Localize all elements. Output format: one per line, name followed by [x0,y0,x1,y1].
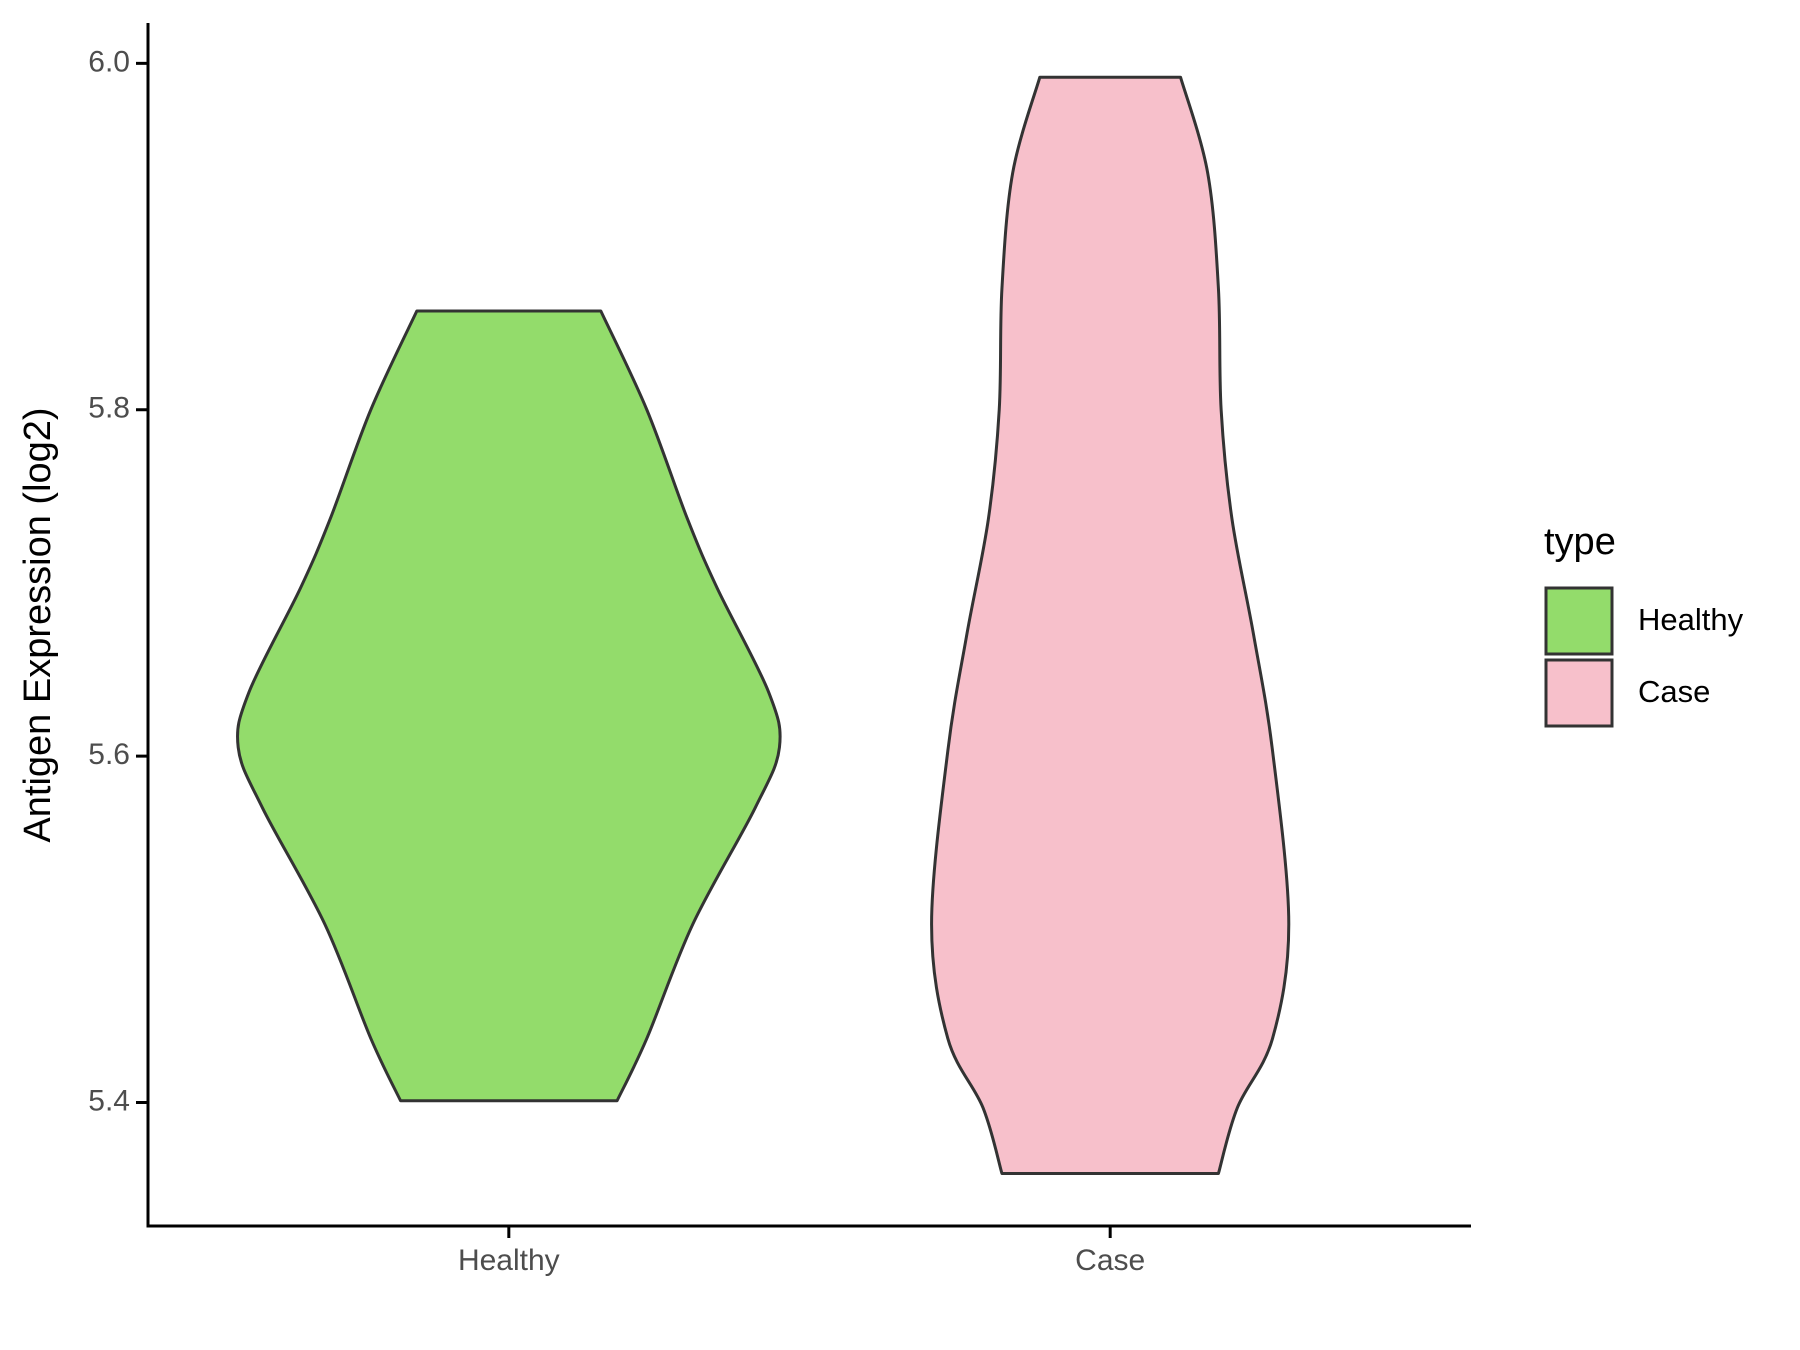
legend-key [1544,658,1614,728]
y-tick-label: 5.4 [88,1084,130,1117]
x-tick-label: Case [1075,1244,1145,1277]
legend-label: Healthy [1638,602,1744,637]
y-tick-label: 6.0 [88,45,130,78]
y-tick-label: 5.8 [88,392,130,425]
violin [930,75,1291,1176]
y-tick-label: 5.6 [88,738,130,771]
violin [235,309,782,1103]
legend-key [1544,586,1614,656]
legend-label: Case [1638,674,1710,709]
legend-title: type [1544,521,1616,563]
x-tick-label: Healthy [458,1244,560,1277]
y-axis-title: Antigen Expression (log2) [17,407,59,842]
